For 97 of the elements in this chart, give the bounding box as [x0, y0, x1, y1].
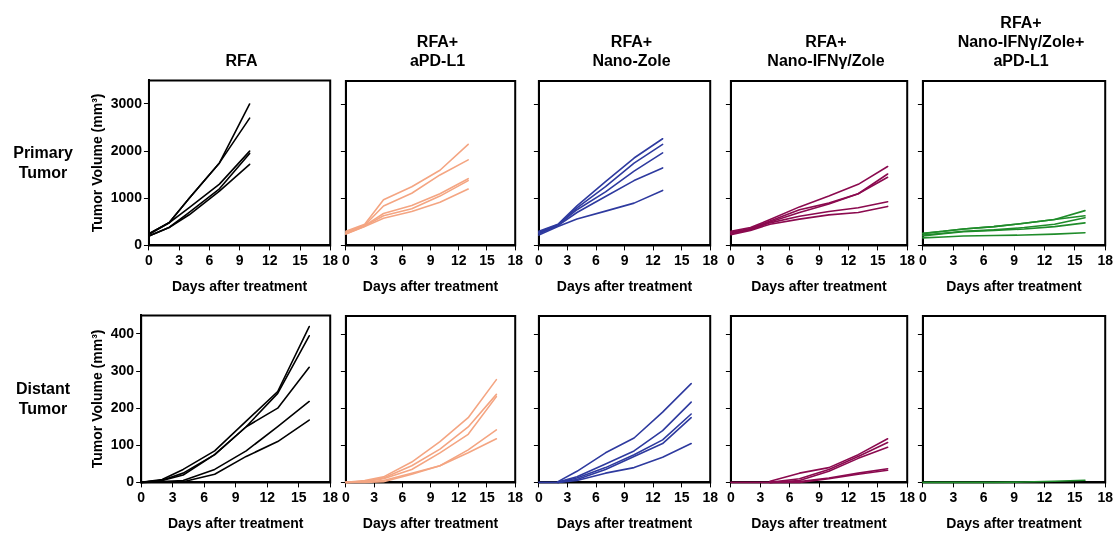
x-tick-label: 12: [259, 488, 276, 505]
x-tick-label: 18: [507, 251, 524, 268]
x-tick-label: 15: [479, 488, 495, 505]
x-tick-label: 15: [292, 251, 308, 268]
x-tick-label: 12: [645, 251, 662, 268]
x-tick-label: 12: [840, 251, 857, 268]
x-tick-label: 6: [785, 488, 794, 505]
x-tick-label: 6: [592, 488, 601, 505]
x-tick-label: 3: [563, 488, 572, 505]
y-tick-label: 200: [110, 399, 135, 416]
x-tick-label: 3: [370, 488, 379, 505]
x-tick-label: 15: [479, 251, 495, 268]
x-tick-label: 3: [370, 251, 379, 268]
x-tick-label: 9: [231, 488, 240, 505]
y-tick-label: 0: [134, 236, 143, 253]
x-tick-label: 0: [726, 488, 735, 505]
x-axis-title: Days after treatment: [751, 515, 888, 532]
x-tick-label: 6: [205, 251, 214, 268]
x-tick-label: 12: [840, 488, 857, 505]
x-tick-label: 12: [645, 488, 662, 505]
x-axis-title: Days after treatment: [171, 278, 308, 295]
x-tick-label: 18: [1097, 251, 1114, 268]
x-tick-label: 9: [620, 251, 629, 268]
x-tick-label: 0: [918, 251, 927, 268]
x-tick-label: 6: [785, 251, 794, 268]
x-axis-title: Days after treatment: [556, 278, 693, 295]
x-tick-label: 12: [450, 251, 467, 268]
text: Primary Tumor: [12, 142, 74, 183]
x-axis-title: Days after treatment: [362, 278, 499, 295]
x-tick-label: 0: [145, 251, 154, 268]
y-tick-label: 100: [110, 436, 135, 453]
x-tick-label: 3: [949, 488, 958, 505]
x-axis-title: Days after treatment: [946, 515, 1083, 532]
x-tick-label: 12: [262, 251, 278, 268]
chart-title: RFA+ Nano-IFNγ/Zole: [766, 32, 886, 70]
x-axis-title: Days after treatment: [556, 515, 693, 532]
x-tick-label: 12: [1036, 488, 1053, 505]
x-tick-label: 3: [175, 251, 184, 268]
y-tick-label: 300: [110, 361, 135, 378]
x-tick-label: 15: [673, 488, 690, 505]
x-tick-label: 9: [1010, 251, 1019, 268]
x-tick-label: 3: [949, 251, 958, 268]
x-tick-label: 9: [235, 251, 244, 268]
x-tick-label: 6: [398, 251, 407, 268]
x-tick-label: 3: [756, 488, 765, 505]
x-tick-label: 6: [592, 251, 601, 268]
x-tick-label: 0: [534, 488, 543, 505]
y-tick-label: 3000: [110, 94, 143, 111]
x-tick-label: 12: [450, 488, 467, 505]
x-tick-label: 3: [168, 488, 177, 505]
x-tick-label: 0: [918, 488, 927, 505]
y-tick-label: 0: [126, 473, 135, 490]
x-tick-label: 9: [426, 488, 435, 505]
x-tick-label: 15: [870, 251, 886, 268]
y-tick-label: 2000: [110, 141, 143, 158]
x-tick-label: 9: [620, 488, 629, 505]
x-tick-label: 12: [1036, 251, 1053, 268]
x-tick-label: 9: [815, 251, 824, 268]
x-tick-label: 18: [322, 251, 339, 268]
y-axis-title: Tumor Volume (mm³): [89, 93, 106, 233]
text: Distant Tumor: [14, 378, 72, 419]
chart-title: RFA+ Nano-Zole: [591, 32, 672, 70]
x-tick-label: 9: [426, 251, 435, 268]
chart-title: RFA+ Nano-IFNγ/Zole+ aPD-L1: [956, 13, 1086, 70]
x-tick-label: 15: [870, 488, 886, 505]
x-tick-label: 18: [1097, 488, 1114, 505]
y-axis-title: Tumor Volume (mm³): [89, 329, 106, 469]
x-tick-label: 15: [1067, 251, 1083, 268]
x-tick-label: 6: [979, 488, 988, 505]
x-tick-label: 3: [756, 251, 765, 268]
x-tick-label: 18: [899, 251, 916, 268]
x-axis-title: Days after treatment: [946, 278, 1083, 295]
chart-title: RFA: [224, 51, 259, 70]
x-tick-label: 3: [563, 251, 572, 268]
x-tick-label: 18: [702, 488, 719, 505]
x-axis-title: Days after treatment: [167, 515, 304, 532]
x-tick-label: 0: [341, 488, 350, 505]
x-tick-label: 15: [1067, 488, 1083, 505]
x-tick-label: 0: [341, 251, 350, 268]
x-tick-label: 18: [507, 488, 524, 505]
x-tick-label: 18: [899, 488, 916, 505]
x-tick-label: 15: [290, 488, 307, 505]
x-tick-label: 6: [398, 488, 407, 505]
y-tick-label: 400: [110, 324, 135, 341]
y-tick-label: 1000: [110, 189, 143, 206]
x-tick-label: 6: [979, 251, 988, 268]
x-axis-title: Days after treatment: [751, 278, 888, 295]
x-tick-label: 9: [815, 488, 824, 505]
x-tick-label: 6: [200, 488, 209, 505]
x-tick-label: 0: [534, 251, 543, 268]
x-tick-label: 15: [673, 251, 690, 268]
x-tick-label: 9: [1010, 488, 1019, 505]
x-tick-label: 0: [726, 251, 735, 268]
chart-title: RFA+ aPD-L1: [408, 32, 467, 70]
x-tick-label: 18: [702, 251, 719, 268]
x-tick-label: 18: [322, 488, 339, 505]
x-axis-title: Days after treatment: [362, 515, 499, 532]
